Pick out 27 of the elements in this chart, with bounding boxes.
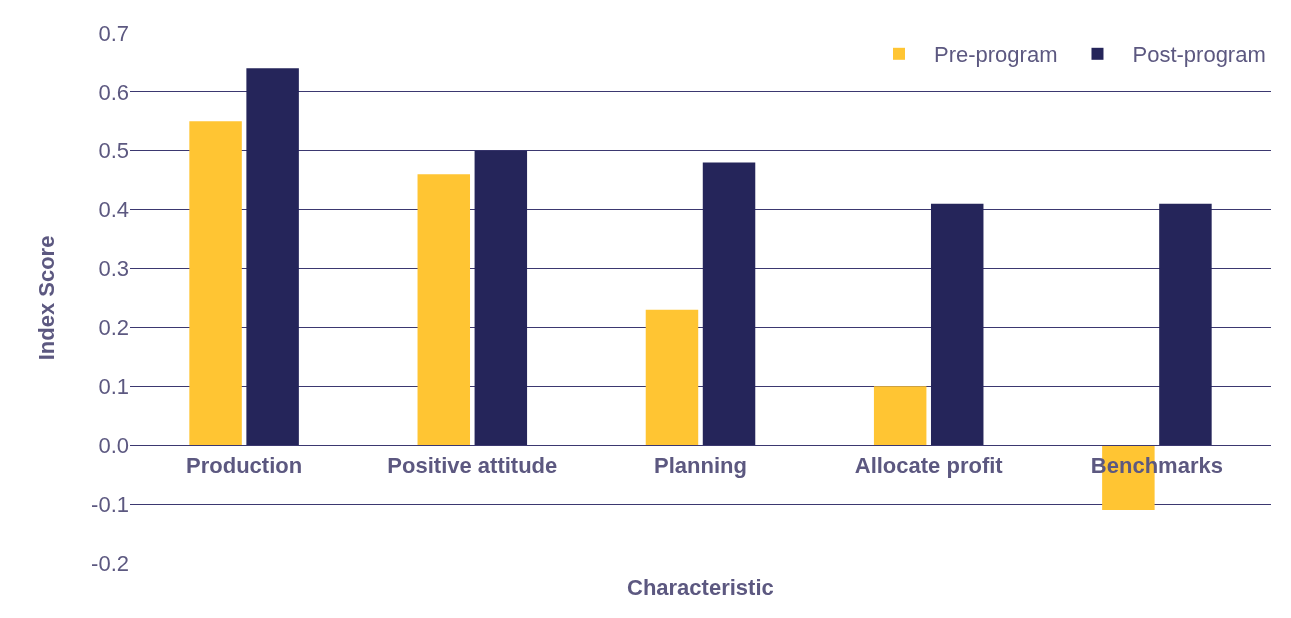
- legend-label: Pre-program: [934, 42, 1058, 68]
- x-tick-label: Positive attitude: [387, 452, 558, 478]
- x-tick-label: Allocate profit: [854, 452, 1004, 478]
- bar: [930, 203, 984, 446]
- bar: [189, 121, 242, 446]
- bar: [873, 386, 927, 446]
- y-tick-label: 0.3: [98, 256, 129, 282]
- bar: [1159, 203, 1212, 446]
- bar: [474, 150, 528, 446]
- bar: [417, 174, 471, 446]
- bar: [645, 309, 699, 446]
- y-tick-label: 0.7: [98, 20, 129, 46]
- x-tick-label: Planning: [654, 452, 747, 478]
- y-tick-label: -0.2: [91, 550, 129, 576]
- y-tick-label: -0.1: [91, 491, 129, 517]
- y-tick-label: 0.2: [98, 315, 129, 341]
- y-tick-label: 0.6: [98, 79, 129, 105]
- y-tick-label: 0.1: [98, 374, 129, 400]
- y-tick-label: 0.0: [98, 432, 129, 458]
- x-axis-title: Characteristic: [627, 575, 774, 600]
- legend-label: Post-program: [1132, 42, 1266, 68]
- y-tick-label: 0.5: [98, 138, 129, 164]
- bar: [246, 68, 299, 446]
- bar: [702, 162, 756, 446]
- y-tick-label: 0.4: [98, 197, 129, 223]
- x-tick-label: Production: [186, 452, 303, 478]
- y-axis-title: Index Score: [33, 235, 59, 361]
